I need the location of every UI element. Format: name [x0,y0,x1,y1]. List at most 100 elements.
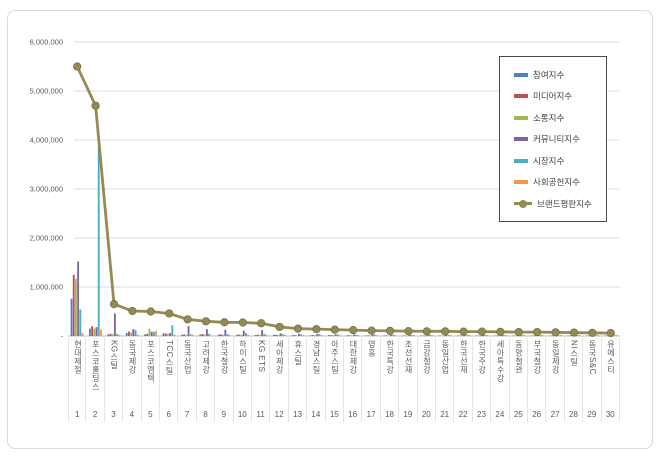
bar-참여지수 [493,335,496,336]
bar-사회공헌지수 [155,331,158,336]
legend-item: 커뮤니티지수 [514,133,606,145]
bar-사회공헌지수 [81,333,84,336]
bar-미디어지수 [588,335,590,336]
bar-시장지수 [116,333,119,336]
x-axis-category-label: 하이스틸 [238,340,247,374]
bar-소통지수 [369,335,372,336]
x-axis-rank-number: 14 [311,410,321,419]
bar-시장지수 [263,333,266,336]
x-axis-category-label: 대한제강 [348,340,357,374]
x-axis-category-label: KG ETS [256,340,265,373]
x-axis-rank-number: 6 [166,410,171,419]
line-marker [349,326,358,335]
line-marker [588,328,597,337]
bar-미디어지수 [348,335,351,336]
x-axis-category-label: 부국철강 [532,340,541,374]
bar-참여지수 [567,335,570,336]
x-axis-category: 동일산업 21 [436,338,455,422]
bar-시장지수 [502,335,505,336]
bar-참여지수 [475,335,478,336]
bar-시장지수 [465,335,468,336]
legend-color-swatch-icon [514,72,528,77]
y-axis-tick-label: 4,000,000 [30,136,63,145]
legend-line-swatch-icon [514,199,532,208]
bar-미디어지수 [514,335,517,336]
x-axis-category-label: 동국S&C [588,340,597,375]
x-axis-rank-number: 4 [129,410,135,419]
x-axis-category: 동국S&C 29 [583,338,602,422]
x-axis-category: 영흥 17 [362,338,381,422]
bar-참여지수 [604,335,607,336]
x-axis-category: 포스코엠텍 5 [142,338,160,422]
bar-시장지수 [300,334,303,336]
bar-시장지수 [557,335,560,336]
bar-시장지수 [355,334,358,336]
x-axis-category-label: 금강철강 [422,340,431,374]
legend-label: 참여지수 [533,69,565,80]
bar-참여지수 [89,328,91,336]
legend-item: 소통지수 [514,112,606,124]
legend-color-swatch-icon [514,137,528,141]
bar-미디어지수 [146,333,149,336]
bar-사회공헌지수 [302,335,305,336]
x-axis-rank-number: 30 [605,410,615,419]
bar-참여지수 [383,335,386,336]
bar-사회공헌지수 [136,334,139,336]
bar-참여지수 [181,334,183,336]
bar-사회공헌지수 [468,334,470,336]
bar-미디어지수 [477,335,480,336]
bar-소통지수 [443,335,445,336]
x-axis-rank-number: 3 [111,410,116,419]
bar-커뮤니티지수 [334,334,337,336]
x-axis-category: 하이스틸 10 [234,338,252,422]
x-axis-category: 휴스틸 13 [289,338,308,422]
bar-참여지수 [70,298,73,336]
y-axis-tick-label: 2,000,000 [30,234,63,243]
x-axis-rank-number: 25 [513,410,523,419]
bar-사회공헌지수 [431,334,434,336]
bar-참여지수 [530,335,533,336]
bar-커뮤니티지수 [224,329,227,336]
x-axis-category: 한국주강 23 [473,338,492,422]
legend-item: 시장지수 [514,155,606,167]
bar-참여지수 [420,335,423,336]
bar-사회공헌지수 [357,335,360,336]
bar-시장지수 [576,335,579,336]
bar-미디어지수 [496,335,498,336]
line-marker [201,317,211,326]
bar-사회공헌지수 [449,334,452,336]
line-marker [533,327,542,337]
x-axis-rank-number: 24 [495,410,505,419]
x-axis-category-label: 휴스틸 [293,340,302,366]
bar-사회공헌지수 [284,335,286,336]
x-axis-category: 대한제강 16 [344,338,363,422]
bar-사회공헌지수 [320,335,323,336]
x-axis-category-label: 아주스틸 [330,340,339,374]
bar-시장지수 [429,334,431,336]
x-axis-rank-number: 28 [569,410,578,419]
bar-미디어지수 [164,333,167,336]
bar-참여지수 [162,333,165,336]
bar-참여지수 [365,335,367,336]
bar-시장지수 [373,334,376,336]
x-axis-category-label: 세아제강 [275,340,284,374]
x-axis-category: NI스틸 28 [565,338,584,422]
x-axis-category: KG ETS 11 [252,338,271,422]
bar-커뮤니티지수 [371,334,374,336]
bar-미디어지수 [551,335,554,336]
bar-커뮤니티지수 [95,327,98,336]
line-marker [91,101,100,110]
x-axis-category: 동일제강 27 [546,338,565,422]
legend-label: 소통지수 [533,112,565,123]
bar-커뮤니티지수 [445,335,448,336]
bar-미디어지수 [385,335,388,336]
x-axis-rank-number: 2 [92,410,98,419]
bar-커뮤니티지수 [114,313,116,336]
bar-소통지수 [479,335,482,336]
bar-시장지수 [521,335,523,336]
line-marker [569,328,579,337]
x-axis-category: 동국제강 4 [123,338,142,422]
bar-시장지수 [318,334,321,336]
legend-item: 참여지수 [514,69,606,81]
bar-시장지수 [447,335,450,336]
